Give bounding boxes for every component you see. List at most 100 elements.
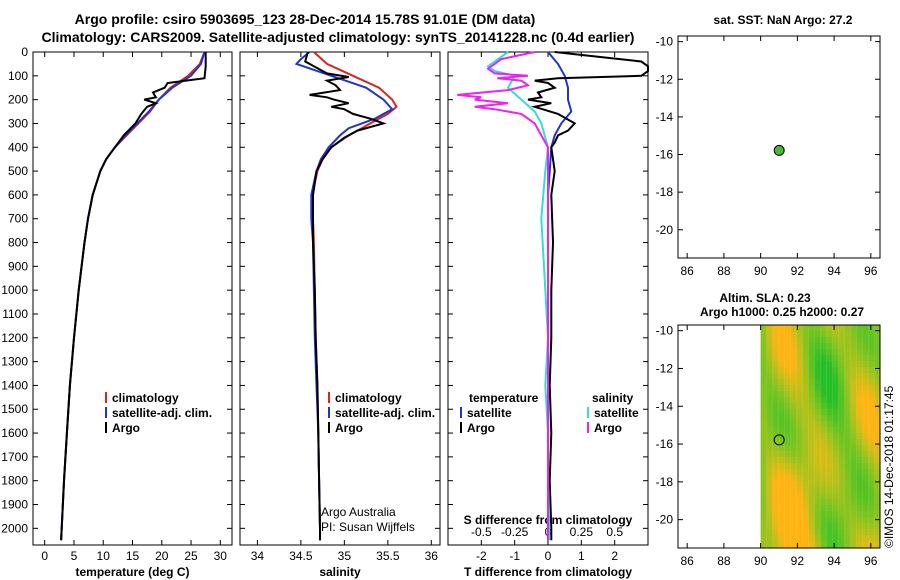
sla-cell (766, 373, 773, 379)
sla-cell (838, 523, 845, 529)
sla-cell (802, 325, 809, 331)
map-x-tick-label: 94 (827, 554, 841, 568)
sla-cell (808, 499, 815, 505)
x-tick-label: -1 (509, 549, 520, 563)
sla-cell (772, 379, 779, 385)
sla-cell (868, 463, 875, 469)
sla-cell (868, 535, 875, 541)
sla-cell (820, 337, 827, 343)
sla-cell (832, 355, 839, 361)
sla-cell (778, 415, 785, 421)
sla-cell (826, 463, 833, 469)
sla-cell (808, 487, 815, 493)
legend-label: satellite-adj. clim. (335, 406, 435, 420)
sla-map-title-2: Argo h1000: 0.25 h2000: 0.27 (700, 305, 864, 319)
sla-cell (790, 397, 797, 403)
sla-cell (796, 415, 803, 421)
sla-cell (814, 505, 821, 511)
sla-cell (784, 337, 791, 343)
sla-cell (868, 349, 875, 355)
sla-cell (808, 445, 815, 451)
sla-cell (838, 469, 845, 475)
sla-cell (856, 463, 863, 469)
sla-cell (760, 385, 767, 391)
sla-cell (820, 367, 827, 373)
sla-cell (802, 517, 809, 523)
sla-cell (784, 445, 791, 451)
sla-cell (808, 385, 815, 391)
sla-cell (784, 373, 791, 379)
x-tick-label: -2 (476, 549, 487, 563)
sla-cell (874, 451, 880, 457)
sla-cell (826, 403, 833, 409)
sla-cell (790, 433, 797, 439)
sla-cell (832, 343, 839, 349)
sla-cell (874, 361, 880, 367)
sla-cell (766, 529, 773, 535)
sla-cell (778, 475, 785, 481)
map-x-tick-label: 86 (681, 554, 695, 568)
sla-cell (826, 517, 833, 523)
sla-cell (778, 487, 785, 493)
sla-cell (856, 367, 863, 373)
sla-cell (760, 481, 767, 487)
x-tick-label: 30 (214, 549, 228, 563)
sla-cell (826, 367, 833, 373)
sla-cell (778, 529, 785, 535)
sla-cell (862, 337, 869, 343)
x2-tick-label: 0.5 (606, 525, 623, 539)
sla-cell (796, 469, 803, 475)
sla-cell (802, 343, 809, 349)
sla-cell (856, 535, 863, 541)
sla-cell (820, 505, 827, 511)
sla-cell (802, 523, 809, 529)
sla-cell (862, 427, 869, 433)
sla-cell (862, 331, 869, 337)
sla-cell (862, 493, 869, 499)
map-x-tick-label: 96 (864, 554, 878, 568)
sla-cell (808, 379, 815, 385)
sla-cell (778, 505, 785, 511)
sla-cell (814, 415, 821, 421)
sla-cell (868, 415, 875, 421)
sla-cell (772, 511, 779, 517)
sla-cell (820, 397, 827, 403)
sla-cell (838, 409, 845, 415)
sla-cell (856, 379, 863, 385)
x-tick-label: 0 (41, 549, 48, 563)
legend-label: Argo (112, 421, 140, 435)
sla-cell (784, 367, 791, 373)
sla-cell (796, 343, 803, 349)
sla-cell (850, 445, 857, 451)
sla-cell (814, 409, 821, 415)
sla-cell (808, 433, 815, 439)
sla-cell (784, 463, 791, 469)
sla-cell (808, 391, 815, 397)
sla-cell (790, 493, 797, 499)
sla-cell (850, 517, 857, 523)
sla-cell (808, 511, 815, 517)
sla-cell (856, 391, 863, 397)
sla-cell (790, 349, 797, 355)
sla-cell (790, 379, 797, 385)
map-x-tick-label: 88 (717, 554, 731, 568)
sla-cell (784, 535, 791, 541)
sla-cell (796, 373, 803, 379)
sla-cell (850, 457, 857, 463)
sla-cell (802, 469, 809, 475)
sla-cell (760, 445, 767, 451)
sla-cell (856, 397, 863, 403)
sla-cell (874, 379, 880, 385)
sla-cell (784, 529, 791, 535)
sla-cell (802, 337, 809, 343)
sla-cell (760, 421, 767, 427)
sla-cell (784, 385, 791, 391)
sla-cell (802, 439, 809, 445)
sla-cell (826, 349, 833, 355)
sla-cell (802, 427, 809, 433)
sla-cell (826, 499, 833, 505)
legend-label: climatology (112, 391, 179, 405)
sla-cell (784, 439, 791, 445)
